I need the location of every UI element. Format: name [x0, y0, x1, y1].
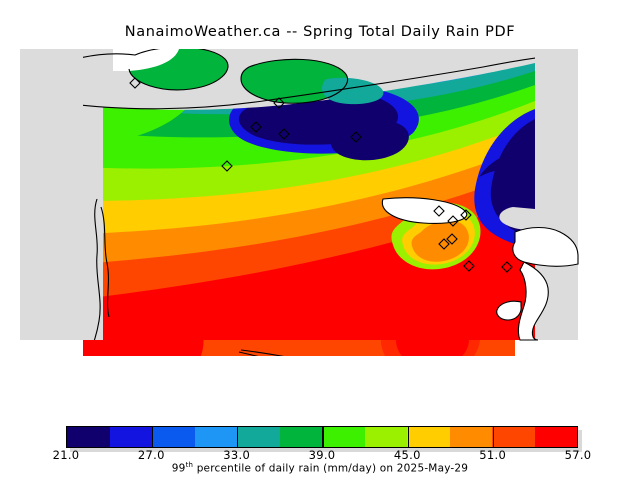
- map-frame: [20, 49, 578, 340]
- diamond-marker: [278, 128, 290, 140]
- diamond-marker: [501, 261, 513, 273]
- colorbar-band-11: [534, 427, 577, 447]
- diamond-marker: [463, 260, 475, 272]
- colorbar[interactable]: [66, 426, 578, 448]
- colorbar-band-1: [109, 427, 152, 447]
- diamond-marker: [446, 233, 458, 245]
- caption-superscript: th: [185, 461, 194, 469]
- diamond-marker: [250, 121, 262, 133]
- colorbar-band-4: [237, 427, 280, 447]
- colorbar-tick-33-0: 33.0: [223, 448, 251, 462]
- diamond-marker: [221, 160, 233, 172]
- colorbar-band-9: [449, 427, 492, 447]
- colorbar-separator-1: [236, 427, 239, 447]
- diamond-marker: [129, 77, 141, 89]
- colorbar-band-6: [322, 427, 365, 447]
- diamond-marker: [460, 209, 472, 221]
- colorbar-tick-57-0: 57.0: [564, 448, 592, 462]
- diamond-marker: [350, 131, 362, 143]
- coastline-overlay: [83, 49, 535, 340]
- caption-rest: percentile of daily rain (mm/day) on 202…: [193, 462, 469, 475]
- colorbar-separator-3: [407, 427, 410, 447]
- colorbar-band-10: [492, 427, 535, 447]
- diamond-marker: [438, 238, 450, 250]
- station-markers: [129, 77, 513, 273]
- colorbar-tick-labels: 21.0 27.0 33.0 39.0 45.0 51.0 57.0: [0, 448, 640, 462]
- colorbar-tick-21-0: 21.0: [52, 448, 80, 462]
- caption-prefix: 99: [171, 462, 186, 475]
- colorbar-separator-0: [151, 427, 154, 447]
- colorbar-tick-27-0: 27.0: [137, 448, 165, 462]
- colorbar-band-0: [67, 427, 110, 447]
- colorbar-tick-39-0: 39.0: [308, 448, 336, 462]
- diamond-marker: [433, 205, 445, 217]
- colorbar-separator-2: [322, 427, 324, 447]
- colorbar-separator-4: [492, 427, 495, 447]
- map-plot-area-lower: [83, 340, 515, 405]
- colorbar-band-8: [407, 427, 450, 447]
- colorbar-band-2: [152, 427, 195, 447]
- colorbar-band-7: [364, 427, 407, 447]
- rainfall-contour-field: [83, 49, 535, 340]
- colorbar-band-5: [279, 427, 322, 447]
- rainfall-contour-field-lower: [83, 340, 515, 356]
- map-plot-area: [83, 49, 535, 340]
- colorbar-tick-51-0: 51.0: [479, 448, 507, 462]
- page-title: NanaimoWeather.ca -- Spring Total Daily …: [124, 24, 516, 40]
- colorbar-band-3: [194, 427, 237, 447]
- colorbar-tick-45-0: 45.0: [393, 448, 421, 462]
- diamond-marker: [447, 215, 459, 227]
- inlet-coastline: [238, 349, 284, 356]
- diamond-marker: [273, 97, 285, 109]
- colorbar-caption: 99th percentile of daily rain (mm/day) o…: [0, 461, 640, 475]
